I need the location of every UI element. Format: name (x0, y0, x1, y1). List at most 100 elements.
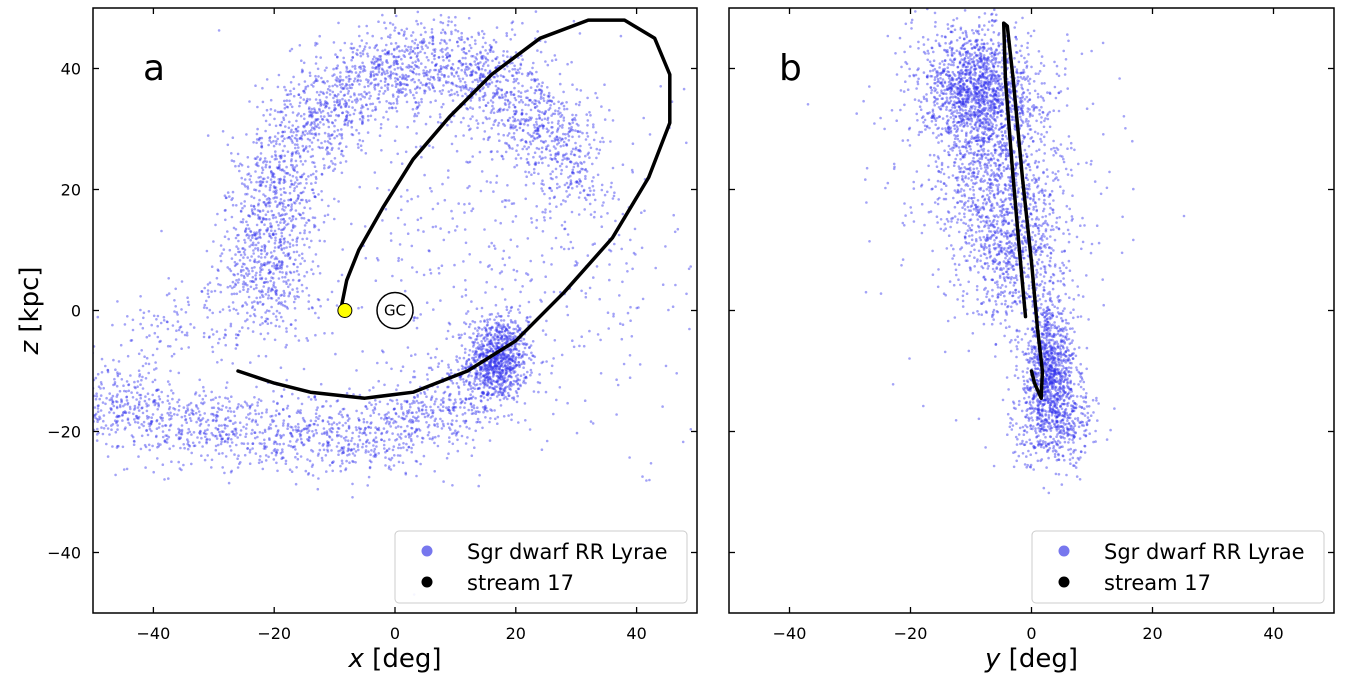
data-point (141, 387, 145, 390)
data-point (442, 74, 446, 77)
data-point (89, 432, 92, 435)
data-point (533, 126, 537, 129)
data-point (514, 109, 518, 113)
data-point (539, 95, 543, 98)
data-point (288, 191, 292, 195)
data-point (269, 251, 273, 254)
data-point (497, 379, 500, 383)
data-point (65, 413, 68, 416)
data-point (122, 411, 125, 414)
data-point (261, 431, 265, 435)
data-point (475, 359, 479, 362)
data-point (289, 323, 293, 326)
data-point (464, 52, 467, 55)
data-point (484, 375, 487, 379)
data-point (259, 268, 263, 272)
data-point (279, 156, 283, 160)
data-point (294, 159, 298, 163)
data-point (512, 371, 516, 375)
data-point (445, 456, 449, 460)
data-point (263, 261, 266, 265)
data-point (338, 99, 342, 102)
data-point (439, 20, 443, 24)
data-point (198, 424, 202, 427)
data-point (543, 117, 547, 121)
data-point (401, 90, 405, 94)
data-point (516, 377, 519, 380)
data-point (500, 352, 504, 356)
data-point (427, 70, 431, 74)
data-point (409, 48, 413, 51)
data-point (537, 113, 541, 117)
data-point (454, 134, 458, 138)
data-point (283, 144, 286, 148)
data-point (415, 427, 418, 431)
data-point (588, 186, 591, 190)
data-point (415, 114, 419, 118)
data-point (523, 145, 526, 148)
data-point (263, 247, 267, 251)
data-point (458, 2, 461, 5)
data-point (261, 303, 265, 306)
data-point (508, 367, 511, 371)
data-point (494, 84, 498, 88)
data-point (350, 42, 353, 46)
data-point (152, 470, 155, 474)
data-point (288, 49, 292, 53)
data-point (415, 474, 418, 478)
data-point (498, 383, 501, 387)
data-point (282, 456, 285, 460)
data-point (502, 356, 505, 360)
data-point (495, 328, 499, 332)
data-point (309, 419, 313, 423)
data-point (178, 467, 182, 470)
data-point (455, 382, 459, 385)
data-point (321, 459, 324, 462)
data-point (488, 361, 492, 364)
data-point (425, 405, 428, 409)
data-point (376, 84, 380, 87)
data-point (370, 60, 373, 64)
data-point (492, 370, 496, 374)
data-point (545, 127, 549, 131)
data-point (295, 243, 299, 247)
data-point (291, 174, 295, 178)
data-point (313, 395, 317, 399)
data-point (373, 447, 377, 451)
data-point (492, 372, 496, 375)
data-point (504, 334, 507, 338)
data-point (272, 449, 276, 452)
data-point (469, 117, 472, 121)
data-point (247, 236, 250, 240)
data-point (342, 446, 346, 449)
data-point (478, 96, 481, 100)
data-point (507, 363, 510, 366)
data-point (470, 54, 473, 58)
data-point (502, 59, 506, 63)
data-point (120, 378, 124, 381)
data-point (369, 114, 373, 118)
data-point (285, 212, 288, 216)
data-point (400, 68, 403, 71)
data-point (308, 106, 311, 109)
data-point (531, 101, 534, 104)
data-point (293, 143, 297, 146)
data-point (357, 146, 360, 149)
data-point (377, 452, 381, 455)
data-point (506, 391, 510, 395)
data-point (234, 421, 237, 424)
data-point (223, 209, 227, 212)
data-point (307, 395, 311, 399)
data-point (358, 138, 362, 142)
data-point (563, 183, 567, 187)
data-point (224, 386, 228, 390)
data-point (127, 383, 130, 387)
data-point (229, 284, 232, 288)
data-point (328, 464, 332, 467)
data-point (397, 89, 401, 93)
data-point (253, 231, 256, 234)
data-point (255, 296, 258, 300)
data-point (116, 393, 119, 396)
data-point (235, 432, 238, 435)
data-point (426, 433, 430, 437)
